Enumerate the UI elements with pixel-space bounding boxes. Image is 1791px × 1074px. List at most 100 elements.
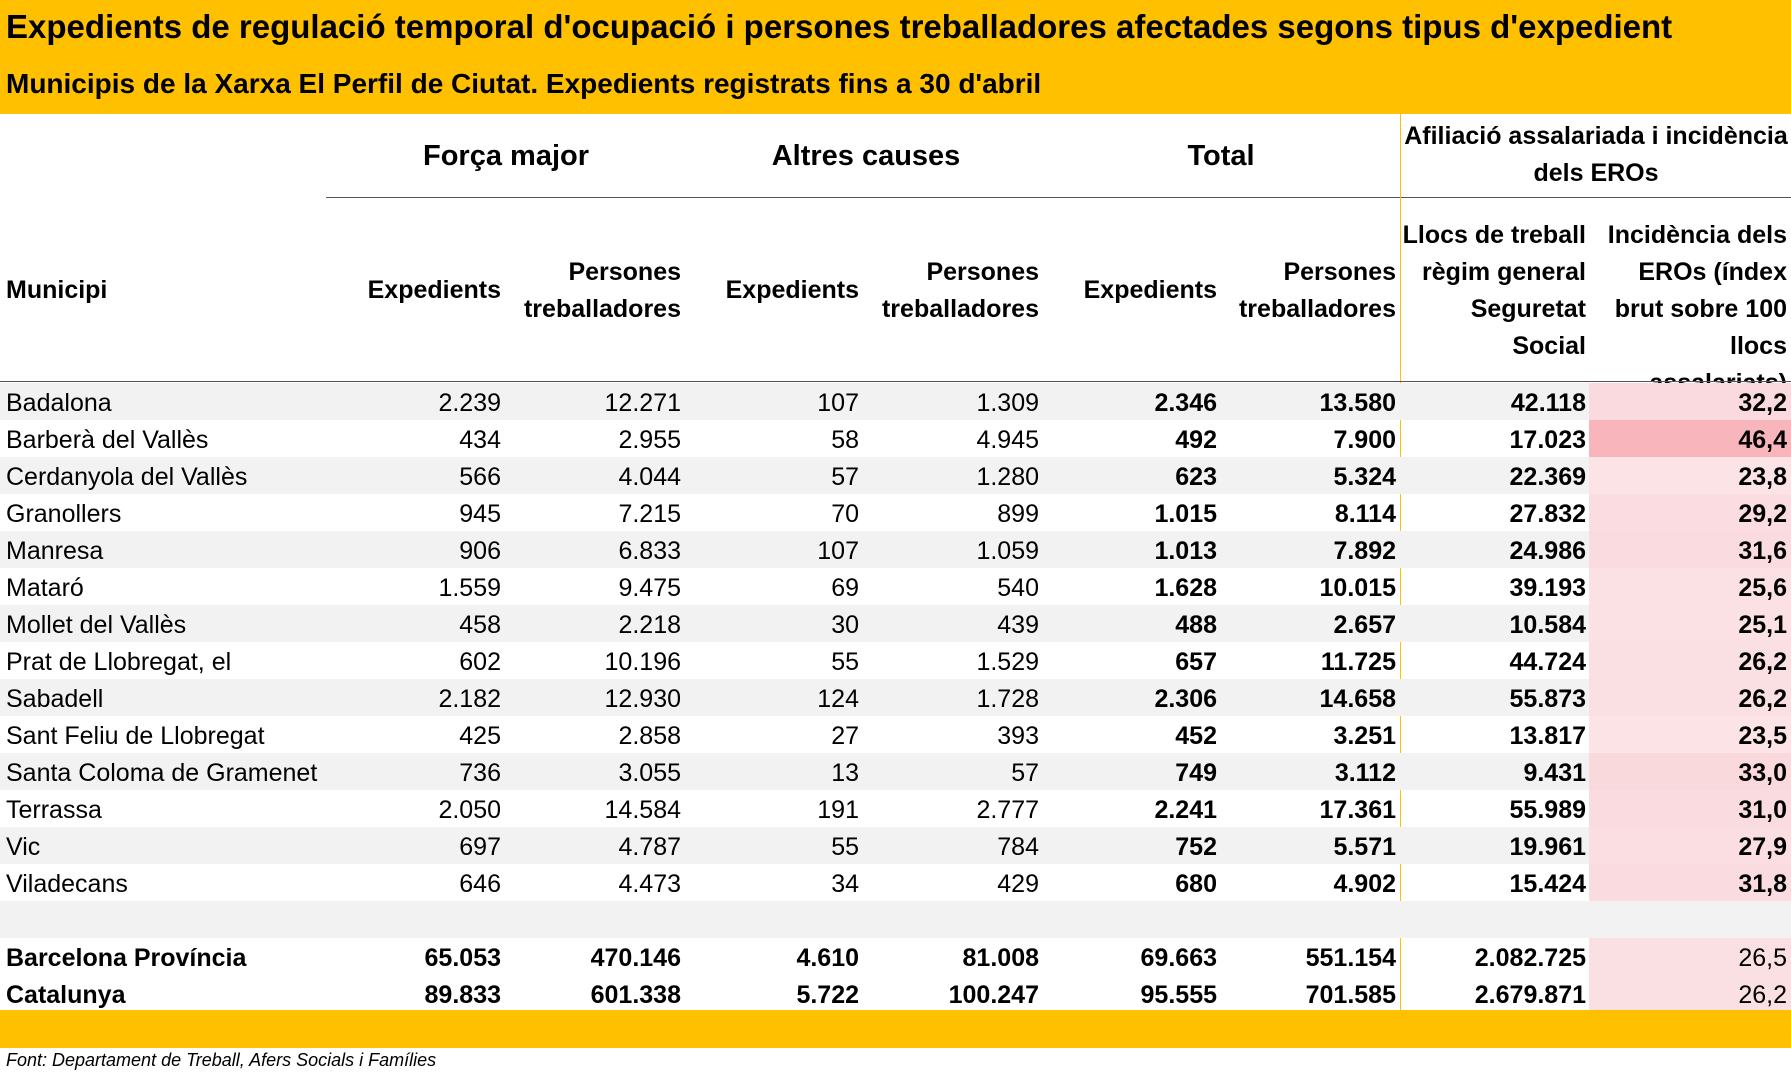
- column-header-t-expedients: Expedients: [1083, 276, 1217, 304]
- cell-fm-exp: 434: [459, 426, 501, 454]
- cell-llocs: 19.961: [1509, 833, 1586, 861]
- cell-t-pers: 11.725: [1320, 648, 1396, 676]
- cell-llocs: 10.584: [1509, 611, 1586, 639]
- cell-municipi: Barberà del Vallès: [6, 426, 209, 454]
- cell-incidencia-highlight: 32,2: [1589, 383, 1791, 420]
- cell-llocs: 15.424: [1509, 870, 1586, 898]
- cell-llocs: 44.724: [1509, 648, 1586, 676]
- cell-llocs: 42.118: [1510, 389, 1586, 417]
- table-row: Viladecans 646 4.473 34 429 680 4.902 15.424 31,…: [0, 864, 1791, 901]
- cell-llocs: 55.989: [1509, 796, 1586, 824]
- cell-fm-exp: 89.833: [424, 981, 501, 1009]
- cell-t-pers: 8.114: [1334, 500, 1396, 528]
- cell-fm-exp: 2.182: [438, 685, 501, 713]
- cell-incidencia-highlight: 31,0: [1589, 790, 1791, 827]
- cell-ac-exp: 107: [817, 537, 859, 565]
- table-subtitle: Municipis de la Xarxa El Perfil de Ciuta…: [6, 68, 1042, 99]
- cell-ac-pers: 784: [997, 833, 1039, 861]
- cell-municipi: Sabadell: [6, 685, 104, 713]
- cell-ac-exp: 13: [831, 759, 859, 787]
- cell-ac-pers: 1.059: [976, 537, 1039, 565]
- cell-incidencia-highlight: 26,5: [1589, 938, 1791, 975]
- table-row: Mollet del Vallès 458 2.218 30 439 488 2.657 10…: [0, 605, 1791, 642]
- cell-t-pers: 10.015: [1319, 574, 1396, 602]
- table-row: Mataró 1.559 9.475 69 540 1.628 10.015 39.193 25…: [0, 568, 1791, 605]
- cell-llocs: 55.873: [1509, 685, 1586, 713]
- cell-fm-pers: 2.218: [618, 611, 681, 639]
- cell-t-pers: 701.585: [1305, 981, 1396, 1009]
- cell-t-pers: 5.324: [1333, 463, 1396, 491]
- cell-fm-pers: 4.473: [618, 870, 681, 898]
- cell-ac-exp: 57: [831, 463, 859, 491]
- cell-municipi: Catalunya: [6, 981, 126, 1009]
- cell-incidencia-highlight: 27,9: [1589, 827, 1791, 864]
- cell-t-pers: 2.657: [1333, 611, 1396, 639]
- spacer-row: [0, 901, 1791, 938]
- cell-municipi: Terrassa: [6, 796, 102, 824]
- cell-ac-exp: 69: [831, 574, 859, 602]
- cell-ac-exp: 107: [817, 389, 859, 417]
- cell-t-pers: 17.361: [1319, 796, 1396, 824]
- cell-t-exp: 680: [1175, 870, 1217, 898]
- cell-llocs: 39.193: [1509, 574, 1586, 602]
- cell-t-exp: 488: [1175, 611, 1217, 639]
- group-header-afiliacio: Afiliació assalariada i incidència dels …: [1404, 122, 1788, 187]
- cell-t-exp: 657: [1175, 648, 1217, 676]
- cell-llocs: 17.023: [1509, 426, 1586, 454]
- cell-ac-exp: 124: [817, 685, 859, 713]
- cell-incidencia: 26,5: [1738, 944, 1787, 972]
- cell-llocs: 9.431: [1523, 759, 1586, 787]
- cell-incidencia: 25,1: [1738, 611, 1787, 639]
- cell-t-pers: 4.902: [1333, 870, 1396, 898]
- column-header-fm-expedients: Expedients: [367, 276, 501, 304]
- cell-ac-exp: 55: [831, 833, 859, 861]
- cell-t-pers: 5.571: [1333, 833, 1396, 861]
- cell-ac-pers: 1.728: [976, 685, 1039, 713]
- cell-t-exp: 623: [1175, 463, 1217, 491]
- table-row: Prat de Llobregat, el 602 10.196 55 1.529 657…: [0, 642, 1791, 679]
- table-row: Badalona 2.239 12.271 107 1.309 2.346 13.580 42…: [0, 383, 1791, 420]
- cell-t-pers: 551.154: [1305, 944, 1396, 972]
- title-banner: Expedients de regulació temporal d'ocupa…: [0, 0, 1791, 114]
- cell-fm-pers: 12.930: [604, 685, 681, 713]
- cell-incidencia: 26,2: [1738, 648, 1787, 676]
- group-header-divider: [326, 197, 1791, 198]
- cell-ac-exp: 34: [831, 870, 859, 898]
- cell-municipi: Vic: [6, 833, 41, 861]
- cell-t-exp: 1.013: [1154, 537, 1217, 565]
- cell-ac-pers: 100.247: [948, 981, 1039, 1009]
- column-header-ac-expedients: Expedients: [725, 276, 859, 304]
- cell-ac-exp: 58: [831, 426, 859, 454]
- cell-fm-pers: 6.833: [618, 537, 681, 565]
- column-header-ac-persones: Persones treballadores: [881, 258, 1039, 323]
- cell-incidencia: 33,0: [1738, 759, 1787, 787]
- cell-ac-pers: 429: [997, 870, 1039, 898]
- cell-fm-pers: 9.475: [618, 574, 681, 602]
- group-header-total: Total: [1187, 140, 1255, 172]
- cell-t-pers: 7.892: [1333, 537, 1396, 565]
- cell-t-pers: 3.251: [1333, 722, 1396, 750]
- column-header-llocs: Llocs de treball règim general Seguretat…: [1402, 221, 1586, 360]
- table-row: Vic 697 4.787 55 784 752 5.571 19.961 27,9: [0, 827, 1791, 864]
- cell-t-exp: 2.306: [1154, 685, 1217, 713]
- cell-municipi: Mollet del Vallès: [6, 611, 187, 639]
- table-row: Barberà del Vallès 434 2.955 58 4.945 492 7.90…: [0, 420, 1791, 457]
- cell-fm-exp: 906: [459, 537, 501, 565]
- cell-t-exp: 1.015: [1154, 500, 1217, 528]
- cell-incidencia-highlight: 26,2: [1589, 679, 1791, 716]
- cell-llocs: 24.986: [1509, 537, 1586, 565]
- cell-t-pers: 3.112: [1334, 759, 1396, 787]
- cell-incidencia-highlight: 31,8: [1589, 864, 1791, 901]
- column-header-fm-persones: Persones treballadores: [523, 258, 681, 323]
- cell-incidencia: 26,2: [1738, 685, 1787, 713]
- cell-fm-pers: 12.271: [604, 389, 681, 417]
- cell-incidencia-highlight: 29,2: [1589, 494, 1791, 531]
- cell-llocs: 22.369: [1509, 463, 1586, 491]
- table-title: Expedients de regulació temporal d'ocupa…: [6, 8, 1673, 45]
- cell-t-exp: 492: [1175, 426, 1217, 454]
- cell-fm-exp: 736: [459, 759, 501, 787]
- cell-incidencia: 31,8: [1738, 870, 1787, 898]
- cell-fm-exp: 2.050: [438, 796, 501, 824]
- cell-incidencia-highlight: 26,2: [1589, 642, 1791, 679]
- cell-ac-pers: 57: [1011, 759, 1039, 787]
